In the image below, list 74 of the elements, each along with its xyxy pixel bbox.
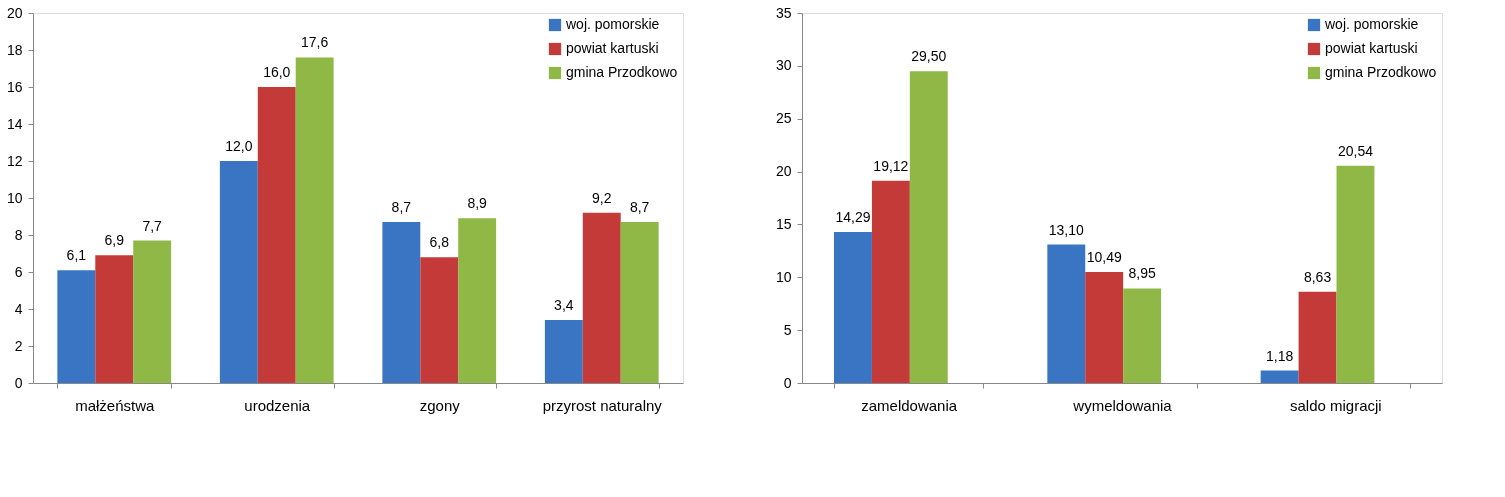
data-label: 14,29: [835, 208, 871, 225]
bar: [133, 240, 172, 383]
legend-label: woj. pomorskie: [1324, 16, 1419, 32]
y-tick-label: 2: [14, 337, 23, 354]
y-tick-label: 20: [6, 4, 23, 21]
data-label: 6,1: [66, 247, 87, 264]
bar: [871, 180, 910, 383]
legend-label: woj. pomorskie: [565, 16, 660, 32]
y-tick-label: 4: [14, 300, 23, 317]
y-tick-label: 0: [14, 374, 23, 391]
data-label: 17,6: [301, 34, 329, 51]
bar: [458, 218, 497, 383]
bar: [1336, 165, 1375, 383]
data-label: 9,2: [592, 189, 612, 206]
bar: [382, 222, 421, 383]
x-tick-label: zameldowania: [861, 396, 958, 414]
y-tick-label: 30: [775, 57, 792, 74]
y-tick-label: 12: [6, 152, 23, 169]
bar: [834, 231, 872, 383]
data-label: 1,18: [1266, 347, 1294, 364]
legend-label: powiat kartuski: [1325, 40, 1418, 56]
bar: [582, 212, 621, 383]
data-label: 20,54: [1337, 142, 1374, 159]
y-tick-label: 6: [14, 263, 23, 280]
bar: [1085, 272, 1124, 383]
data-label: 13,10: [1048, 221, 1085, 238]
y-tick-label: 0: [783, 374, 792, 391]
bar: [95, 255, 134, 383]
bar: [57, 270, 96, 383]
legend-label: gmina Przodkowo: [1325, 64, 1437, 80]
bar: [1298, 291, 1337, 383]
y-tick-label: 18: [6, 41, 23, 58]
bar: [544, 320, 583, 383]
y-tick-label: 10: [775, 268, 792, 285]
data-label: 6,9: [104, 232, 125, 249]
data-label: 8,7: [391, 199, 412, 216]
bar: [257, 87, 296, 383]
x-tick-label: przyrost naturalny: [542, 396, 663, 414]
bar: [1260, 370, 1299, 383]
bar: [1047, 244, 1086, 383]
y-tick-label: 16: [6, 78, 23, 95]
x-tick-label: zgony: [419, 396, 461, 414]
data-label: 29,50: [911, 48, 947, 65]
y-tick-label: 25: [775, 110, 792, 127]
x-tick-label: małżeństwa: [75, 396, 155, 414]
bar: [909, 71, 948, 383]
bar: [420, 257, 459, 383]
data-label: 3,4: [554, 297, 574, 314]
x-tick-label: wymeldowania: [1072, 396, 1173, 414]
y-tick-label: 35: [775, 4, 792, 21]
bar: [219, 161, 258, 383]
y-tick-label: 5: [783, 321, 792, 338]
y-tick-label: 8: [14, 226, 23, 243]
bar: [1123, 288, 1162, 383]
data-label: 8,9: [467, 195, 488, 212]
x-tick-label: urodzenia: [244, 396, 311, 414]
data-label: 7,7: [142, 217, 163, 234]
x-tick-label: saldo migracji: [1289, 396, 1382, 414]
y-tick-label: 10: [6, 189, 23, 206]
y-tick-label: 15: [775, 215, 792, 232]
legend-label: powiat kartuski: [566, 40, 659, 56]
bar: [295, 57, 334, 383]
y-tick-label: 20: [775, 163, 792, 180]
data-label: 8,63: [1303, 268, 1332, 285]
data-label: 8,7: [629, 199, 650, 216]
data-label: 16,0: [263, 64, 291, 80]
data-label: 19,12: [873, 157, 909, 174]
data-label: 8,95: [1128, 265, 1156, 282]
data-label: 10,49: [1086, 249, 1122, 266]
y-tick-label: 14: [6, 115, 23, 132]
legend-label: gmina Przodkowo: [566, 64, 678, 80]
data-label: 12,0: [225, 138, 253, 154]
bar: [620, 222, 659, 383]
data-label: 6,8: [429, 234, 450, 251]
